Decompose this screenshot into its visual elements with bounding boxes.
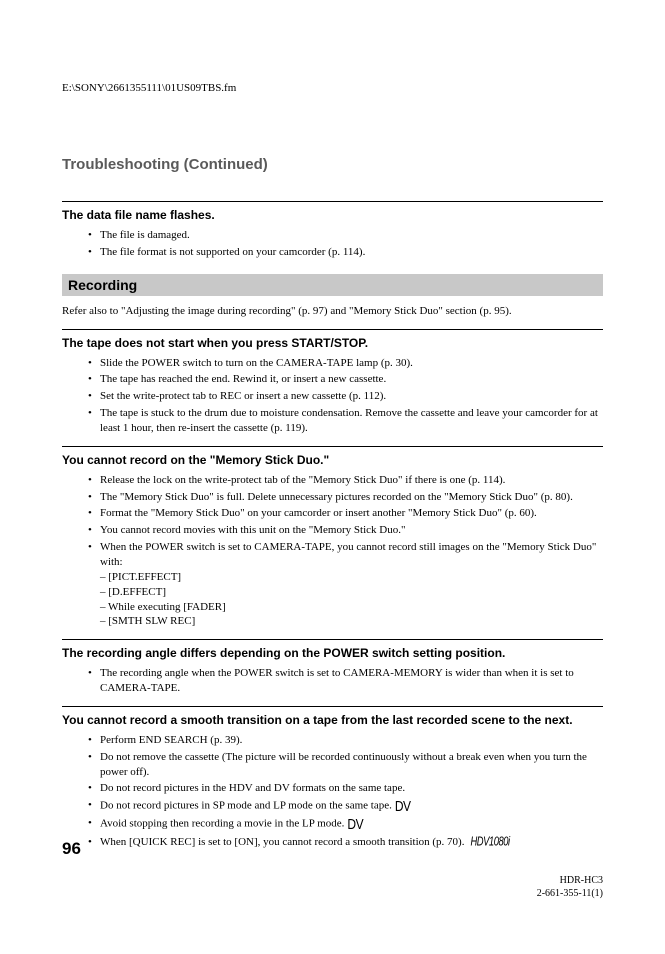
- bullet-item: The tape has reached the end. Rewind it,…: [92, 372, 603, 387]
- bullet-item: The "Memory Stick Duo" is full. Delete u…: [92, 490, 603, 505]
- issue-title: You cannot record a smooth transition on…: [62, 713, 603, 727]
- bullet-item: Release the lock on the write-protect ta…: [92, 473, 603, 488]
- bullet-text: Avoid stopping then recording a movie in…: [100, 818, 344, 830]
- subline-item: – While executing [FADER]: [100, 600, 603, 615]
- bullet-list: Release the lock on the write-protect ta…: [62, 473, 603, 629]
- bullet-item: Set the write-protect tab to REC or inse…: [92, 389, 603, 404]
- horizontal-rule: [62, 639, 603, 640]
- bullet-list: Perform END SEARCH (p. 39). Do not remov…: [62, 733, 603, 850]
- subline-item: – [PICT.EFFECT]: [100, 570, 603, 585]
- bullet-item: Slide the POWER switch to turn on the CA…: [92, 356, 603, 371]
- bullet-item: Avoid stopping then recording a movie in…: [92, 816, 603, 832]
- bullet-text: Do not record pictures in SP mode and LP…: [100, 800, 392, 812]
- subsection-bar: Recording: [62, 274, 603, 296]
- horizontal-rule: [62, 329, 603, 330]
- bullet-item: The file is damaged.: [92, 228, 603, 243]
- bullet-item: The file format is not supported on your…: [92, 245, 603, 260]
- issue-title: The data file name flashes.: [62, 208, 603, 222]
- issue-title: You cannot record on the "Memory Stick D…: [62, 453, 603, 467]
- page-number: 96: [62, 839, 81, 859]
- footer-partno: 2-661-355-11(1): [537, 887, 603, 900]
- footer-model: HDR-HC3: [537, 874, 603, 887]
- section-title: Troubleshooting (Continued): [62, 156, 603, 173]
- subline-item: – [SMTH SLW REC]: [100, 614, 603, 629]
- document-page: E:\SONY\2661355111\01US09TBS.fm Troubles…: [0, 0, 665, 912]
- footer: HDR-HC3 2-661-355-11(1): [537, 874, 603, 900]
- issue-title: The recording angle differs depending on…: [62, 646, 603, 660]
- bullet-item: Do not remove the cassette (The picture …: [92, 750, 603, 780]
- bullet-text: When the POWER switch is set to CAMERA-T…: [100, 541, 596, 568]
- bullet-list: The file is damaged. The file format is …: [62, 228, 603, 260]
- file-path: E:\SONY\2661355111\01US09TBS.fm: [62, 82, 603, 94]
- bullet-item: When [QUICK REC] is set to [ON], you can…: [92, 835, 603, 850]
- dv-icon: DV: [395, 797, 411, 816]
- bullet-item: Do not record pictures in the HDV and DV…: [92, 781, 603, 796]
- horizontal-rule: [62, 446, 603, 447]
- bullet-list: The recording angle when the POWER switc…: [62, 666, 603, 696]
- bullet-item: Perform END SEARCH (p. 39).: [92, 733, 603, 748]
- dv-icon: DV: [347, 815, 363, 834]
- subsection-intro: Refer also to "Adjusting the image durin…: [62, 304, 603, 319]
- horizontal-rule: [62, 201, 603, 202]
- bullet-item: The tape is stuck to the drum due to moi…: [92, 406, 603, 436]
- bullet-text: When [QUICK REC] is set to [ON], you can…: [100, 836, 464, 848]
- bullet-item: Do not record pictures in SP mode and LP…: [92, 798, 603, 814]
- horizontal-rule: [62, 706, 603, 707]
- bullet-item: You cannot record movies with this unit …: [92, 523, 603, 538]
- hdv-icon: HDV1080i: [471, 834, 510, 851]
- bullet-item: Format the "Memory Stick Duo" on your ca…: [92, 506, 603, 521]
- subline-item: – [D.EFFECT]: [100, 585, 603, 600]
- issue-title: The tape does not start when you press S…: [62, 336, 603, 350]
- bullet-item: When the POWER switch is set to CAMERA-T…: [92, 540, 603, 629]
- bullet-item: The recording angle when the POWER switc…: [92, 666, 603, 696]
- bullet-list: Slide the POWER switch to turn on the CA…: [62, 356, 603, 436]
